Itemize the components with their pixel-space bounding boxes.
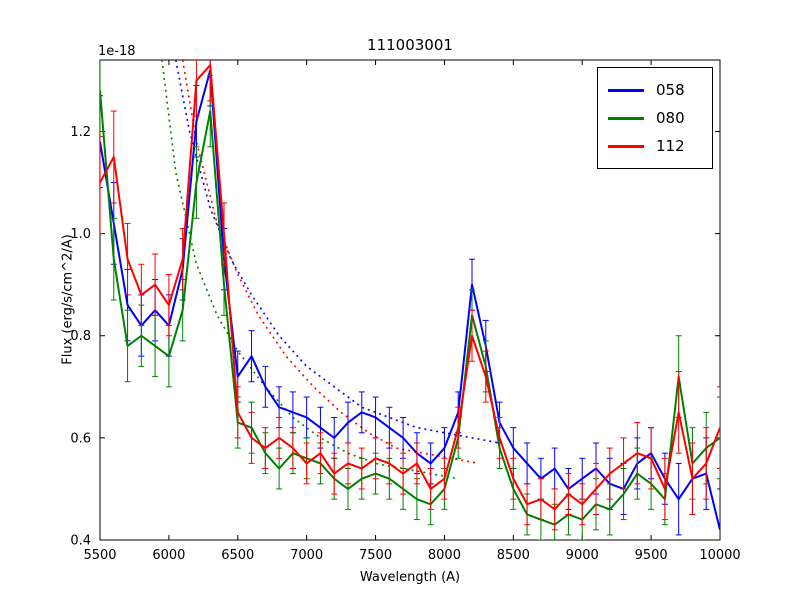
x-tick-label: 5500 xyxy=(83,548,116,563)
series-line-080 xyxy=(100,90,720,526)
legend-entry-080: 080 xyxy=(608,104,702,132)
legend-line-112 xyxy=(608,144,644,148)
y-tick-label: 0.6 xyxy=(70,431,91,446)
x-tick-label: 10000 xyxy=(699,548,740,563)
y-axis-label: Flux (erg/s/cm^2/A) xyxy=(60,234,76,365)
x-tick-label: 9000 xyxy=(566,548,599,563)
legend-line-080 xyxy=(608,116,644,120)
x-tick-label: 6500 xyxy=(221,548,254,563)
y-tick-label: 1.2 xyxy=(70,125,91,140)
legend-line-058 xyxy=(608,88,644,92)
x-tick-label: 6000 xyxy=(152,548,185,563)
y-axis-offset-label: 1e-18 xyxy=(98,44,136,59)
x-tick-label: 7500 xyxy=(359,548,392,563)
legend-label-080: 080 xyxy=(656,109,685,127)
x-tick-label: 8500 xyxy=(497,548,530,563)
chart-title: 111003001 xyxy=(367,36,453,54)
plot-data xyxy=(100,60,720,540)
y-tick-label: 0.8 xyxy=(70,329,91,344)
x-tick-label: 9500 xyxy=(635,548,668,563)
y-tick-label: 0.4 xyxy=(70,534,91,549)
series-line-112 xyxy=(100,64,720,511)
axis-ticks: 5500 6000 6500 7000 7500 8000 8500 9000 9500 1000… xyxy=(70,60,741,563)
legend-label-112: 112 xyxy=(656,137,685,155)
legend-entry-112: 112 xyxy=(608,132,702,160)
y-tick-label: 1.0 xyxy=(70,227,91,242)
legend-label-058: 058 xyxy=(656,81,685,99)
legend: 058 080 112 xyxy=(597,67,713,169)
series-line-058 xyxy=(100,69,720,531)
legend-entry-058: 058 xyxy=(608,76,702,104)
x-axis-label: Wavelength (A) xyxy=(359,570,461,585)
x-tick-label: 7000 xyxy=(290,548,323,563)
x-tick-label: 8000 xyxy=(428,548,461,563)
